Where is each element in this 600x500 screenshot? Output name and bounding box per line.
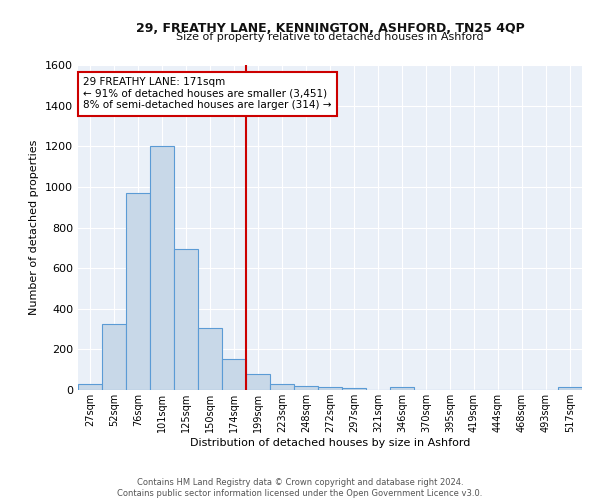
Bar (246, 374, 270, 390)
Bar (198, 328, 222, 390)
Text: Contains HM Land Registry data © Crown copyright and database right 2024.
Contai: Contains HM Land Registry data © Crown c… (118, 478, 482, 498)
Bar (174, 249, 198, 390)
Bar (222, 358, 246, 390)
Bar (342, 388, 366, 390)
Bar (102, 324, 126, 390)
Bar (390, 387, 414, 390)
Text: 29, FREATHY LANE, KENNINGTON, ASHFORD, TN25 4QP: 29, FREATHY LANE, KENNINGTON, ASHFORD, T… (136, 22, 524, 36)
Bar (318, 387, 342, 390)
Text: 29 FREATHY LANE: 171sqm
← 91% of detached houses are smaller (3,451)
8% of semi-: 29 FREATHY LANE: 171sqm ← 91% of detache… (83, 77, 331, 110)
Y-axis label: Number of detached properties: Number of detached properties (29, 140, 40, 315)
Bar (294, 386, 318, 390)
Bar (558, 387, 582, 390)
Bar (126, 194, 150, 390)
Bar (78, 384, 102, 390)
Bar (150, 146, 174, 390)
Text: Size of property relative to detached houses in Ashford: Size of property relative to detached ho… (176, 32, 484, 42)
Bar (270, 384, 294, 390)
X-axis label: Distribution of detached houses by size in Ashford: Distribution of detached houses by size … (190, 438, 470, 448)
